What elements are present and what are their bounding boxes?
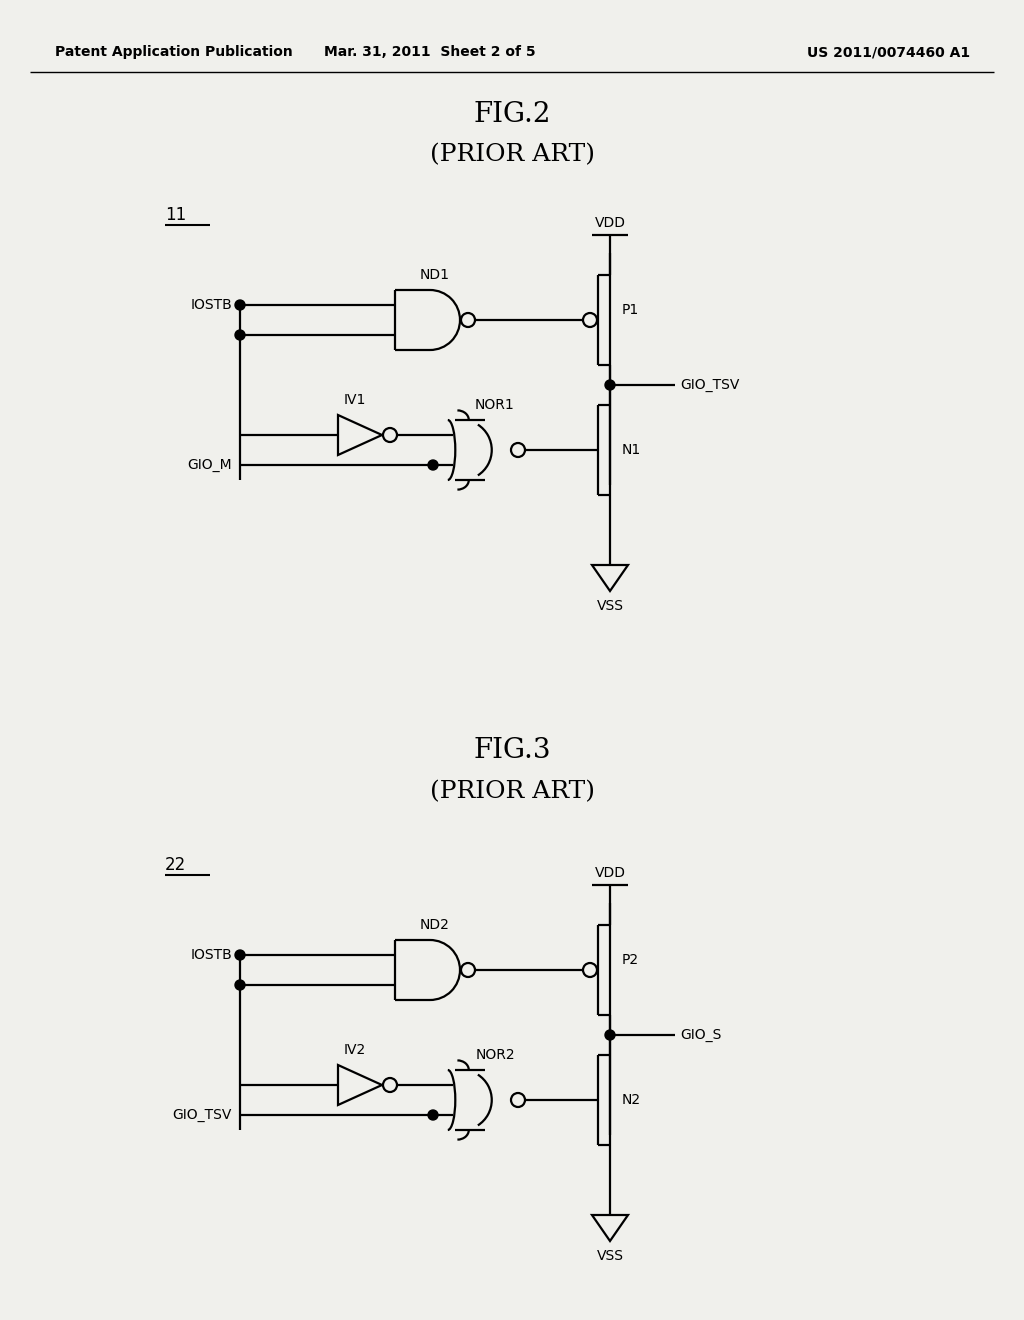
Text: US 2011/0074460 A1: US 2011/0074460 A1 — [807, 45, 970, 59]
Text: VSS: VSS — [597, 599, 624, 612]
Text: (PRIOR ART): (PRIOR ART) — [429, 780, 595, 804]
Polygon shape — [338, 1065, 382, 1105]
Polygon shape — [592, 1214, 628, 1241]
Text: N2: N2 — [622, 1093, 641, 1107]
Text: IOSTB: IOSTB — [190, 948, 232, 962]
Text: NOR2: NOR2 — [475, 1048, 515, 1063]
Circle shape — [234, 330, 245, 341]
Circle shape — [234, 950, 245, 960]
Text: VDD: VDD — [595, 866, 626, 880]
Circle shape — [383, 428, 397, 442]
Circle shape — [605, 1030, 615, 1040]
Circle shape — [511, 1093, 525, 1107]
Text: IV2: IV2 — [344, 1043, 367, 1057]
Circle shape — [234, 979, 245, 990]
Text: NOR1: NOR1 — [475, 399, 515, 412]
Text: (PRIOR ART): (PRIOR ART) — [429, 144, 595, 166]
Text: GIO_S: GIO_S — [680, 1028, 721, 1041]
Text: P1: P1 — [622, 304, 639, 317]
Circle shape — [428, 459, 438, 470]
Circle shape — [605, 380, 615, 389]
Text: P2: P2 — [622, 953, 639, 968]
Text: ND2: ND2 — [420, 917, 450, 932]
Circle shape — [583, 964, 597, 977]
Circle shape — [461, 313, 475, 327]
Text: FIG.3: FIG.3 — [473, 737, 551, 763]
Text: VDD: VDD — [595, 216, 626, 230]
Text: Mar. 31, 2011  Sheet 2 of 5: Mar. 31, 2011 Sheet 2 of 5 — [325, 45, 536, 59]
Text: 22: 22 — [165, 855, 186, 874]
Text: GIO_TSV: GIO_TSV — [680, 378, 739, 392]
Circle shape — [511, 444, 525, 457]
Text: ND1: ND1 — [420, 268, 450, 282]
Circle shape — [383, 1078, 397, 1092]
Circle shape — [234, 300, 245, 310]
Text: FIG.2: FIG.2 — [473, 102, 551, 128]
Text: N1: N1 — [622, 444, 641, 457]
Circle shape — [428, 1110, 438, 1119]
Polygon shape — [592, 565, 628, 591]
Text: VSS: VSS — [597, 1249, 624, 1263]
Text: GIO_TSV: GIO_TSV — [173, 1107, 232, 1122]
Circle shape — [583, 313, 597, 327]
Circle shape — [461, 964, 475, 977]
Text: GIO_M: GIO_M — [187, 458, 232, 473]
Polygon shape — [338, 414, 382, 455]
Text: IOSTB: IOSTB — [190, 298, 232, 312]
Text: Patent Application Publication: Patent Application Publication — [55, 45, 293, 59]
Text: 11: 11 — [165, 206, 186, 224]
Text: IV1: IV1 — [344, 393, 367, 407]
